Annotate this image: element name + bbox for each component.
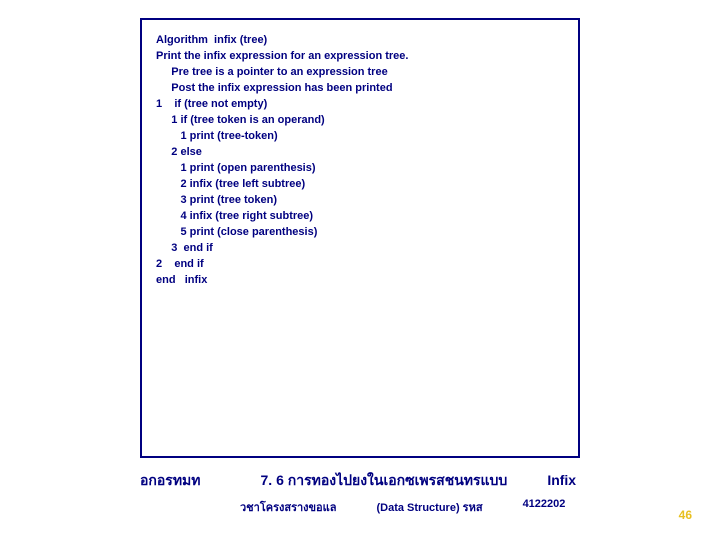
algo-line-5: 1 if (tree not empty)	[156, 98, 564, 110]
footer-b: (Data Structure) รหส	[377, 498, 483, 516]
algo-line-13: 5 print (close parenthesis)	[156, 226, 564, 238]
caption-right: Infix	[547, 472, 576, 488]
footer-row: วชาโครงสรางขอแล (Data Structure) รหส 412…	[240, 498, 565, 516]
caption-mid: 7. 6 การทองไปยงในเอกซเพรสชนทรแบบ	[261, 470, 508, 492]
algo-line-6: 1 if (tree token is an operand)	[156, 114, 564, 126]
algo-line-8: 2 else	[156, 146, 564, 158]
algo-line-11: 3 print (tree token)	[156, 194, 564, 206]
algo-line-16: end infix	[156, 274, 564, 286]
algo-line-9: 1 print (open parenthesis)	[156, 162, 564, 174]
footer-c: 4122202	[523, 498, 566, 516]
footer-a: วชาโครงสรางขอแล	[240, 498, 337, 516]
page-number: 46	[679, 508, 692, 522]
algo-line-2: Print the infix expression for an expres…	[156, 50, 564, 62]
algo-line-4: Post the infix expression has been print…	[156, 82, 564, 94]
caption-row: อกอรทมท 7. 6 การทองไปยงในเอกซเพรสชนทรแบบ…	[140, 470, 690, 492]
algo-line-10: 2 infix (tree left subtree)	[156, 178, 564, 190]
algo-line-15: 2 end if	[156, 258, 564, 270]
algorithm-box: Algorithm infix (tree) Print the infix e…	[140, 18, 580, 458]
algo-line-7: 1 print (tree-token)	[156, 130, 564, 142]
algo-line-3: Pre tree is a pointer to an expression t…	[156, 66, 564, 78]
algo-line-12: 4 infix (tree right subtree)	[156, 210, 564, 222]
algo-line-1: Algorithm infix (tree)	[156, 34, 564, 46]
algo-line-14: 3 end if	[156, 242, 564, 254]
caption-left: อกอรทมท	[140, 470, 201, 492]
